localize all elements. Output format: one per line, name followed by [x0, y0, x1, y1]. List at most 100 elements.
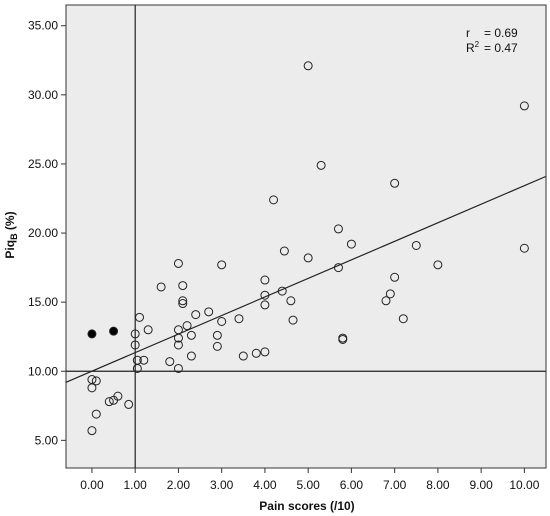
y-tick-label: 20.00 [28, 226, 58, 240]
r-label: r [466, 26, 470, 40]
x-tick-label: 0.00 [80, 478, 104, 492]
x-tick-label: 2.00 [167, 478, 191, 492]
x-tick-label: 9.00 [469, 478, 493, 492]
data-point [303, 61, 313, 71]
data-point [178, 299, 188, 309]
r2-label: R2 [466, 40, 480, 55]
y-tick-label: 10.00 [28, 364, 58, 378]
data-point [212, 341, 222, 351]
y-axis-title-subscript: B [9, 233, 19, 240]
stats-box: r = 0.69 R2 = 0.47 [466, 26, 518, 55]
data-point [91, 376, 101, 386]
regression-line-group [65, 175, 547, 383]
filled-data-point [87, 329, 97, 339]
y-tick-label: 35.00 [28, 19, 58, 33]
x-axis: 0.00 1.00 2.00 3.00 4.00 5.00 6.00 7.00 8.00 9.00… [80, 468, 540, 492]
data-point [173, 333, 183, 343]
data-point [186, 351, 196, 361]
data-point [143, 325, 153, 335]
plot-frame [65, 4, 547, 469]
data-point [260, 347, 270, 357]
x-tick-label: 7.00 [383, 478, 407, 492]
data-point [186, 330, 196, 340]
data-point [113, 391, 123, 401]
data-point [411, 240, 421, 250]
data-point [519, 101, 529, 111]
data-point [139, 355, 149, 365]
data-point [173, 258, 183, 268]
y-tick-label: 30.00 [28, 88, 58, 102]
data-point [398, 314, 408, 324]
data-point [346, 239, 356, 249]
data-point [303, 253, 313, 263]
data-point [269, 195, 279, 205]
data-point [217, 316, 227, 326]
y-tick-label: 5.00 [35, 433, 59, 447]
data-point [204, 307, 214, 317]
data-point [135, 312, 145, 322]
data-point [182, 321, 192, 331]
y-axis-title: PiqB (%) [3, 211, 19, 258]
data-point [333, 263, 343, 273]
data-point [173, 340, 183, 350]
filled-data-point [109, 326, 119, 336]
data-point [234, 314, 244, 324]
y-tick-label: 25.00 [28, 157, 58, 171]
data-point [286, 296, 296, 306]
data-point [385, 289, 395, 299]
reference-lines [66, 5, 546, 468]
y-tick-label: 15.00 [28, 295, 58, 309]
r2-letter: R [466, 41, 475, 55]
x-tick-label: 1.00 [124, 478, 148, 492]
data-point [91, 409, 101, 419]
data-point [87, 375, 97, 385]
x-tick-label: 8.00 [426, 478, 450, 492]
data-point [87, 426, 97, 436]
data-point [251, 348, 261, 358]
data-point [381, 296, 391, 306]
data-point [390, 272, 400, 282]
r2-superscript: 2 [475, 40, 480, 49]
data-point [191, 310, 201, 320]
data-point [173, 363, 183, 373]
data-point [316, 160, 326, 170]
data-point [288, 315, 298, 325]
data-point [260, 290, 270, 300]
data-point [238, 351, 248, 361]
data-point [390, 178, 400, 188]
regression-line [65, 175, 547, 383]
y-axis-title-unit: (%) [3, 211, 17, 233]
data-point [260, 275, 270, 285]
data-point [279, 246, 289, 256]
data-point [217, 260, 227, 270]
data-point [104, 397, 114, 407]
data-point [156, 282, 166, 292]
data-point [277, 286, 287, 296]
data-point [212, 330, 222, 340]
data-point [433, 260, 443, 270]
x-axis-title: Pain scores (/10) [259, 499, 354, 513]
data-point [132, 355, 142, 365]
data-point [165, 357, 175, 367]
x-tick-label: 6.00 [340, 478, 364, 492]
data-point [338, 334, 348, 344]
data-points [87, 61, 529, 436]
x-tick-label: 3.00 [210, 478, 234, 492]
data-point [178, 296, 188, 306]
data-point [130, 329, 140, 339]
data-point [333, 224, 343, 234]
data-point [124, 399, 134, 409]
data-point [519, 243, 529, 253]
data-point [130, 340, 140, 350]
r-value: = 0.69 [484, 26, 518, 40]
x-tick-label: 5.00 [296, 478, 320, 492]
data-point [178, 281, 188, 291]
plot-area [65, 4, 547, 469]
y-axis-title-main: Piq [3, 240, 17, 259]
y-axis: 5.00 10.00 15.00 20.00 25.00 30.00 35.00 [28, 19, 66, 447]
r2-value: = 0.47 [484, 41, 518, 55]
data-point [260, 300, 270, 310]
x-tick-label: 10.00 [509, 478, 539, 492]
x-tick-label: 4.00 [253, 478, 277, 492]
